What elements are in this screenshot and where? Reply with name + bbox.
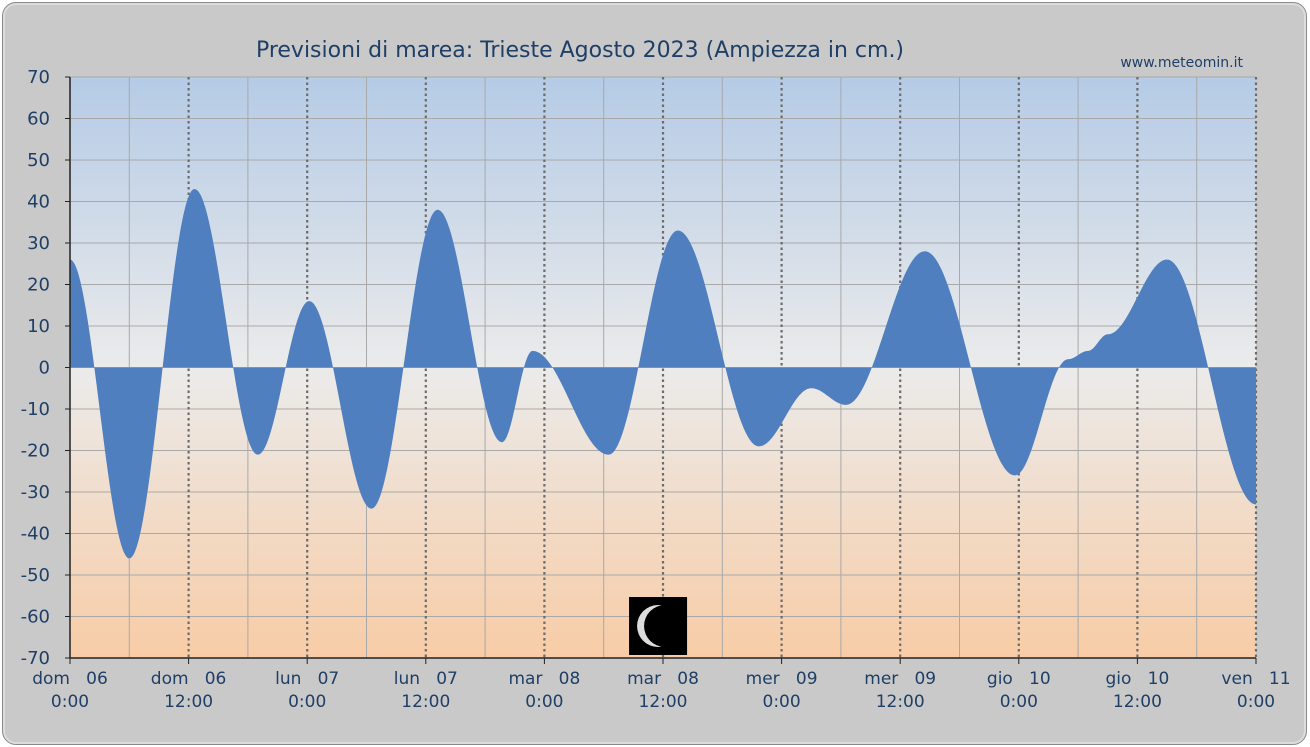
x-tick-day-label: gio 10 — [1106, 669, 1170, 689]
x-tick-day-label: ven 11 — [1221, 669, 1290, 689]
x-tick-day-label: mar 08 — [627, 669, 699, 689]
x-tick-time-label: 0:00 — [1237, 692, 1275, 712]
x-tick-day-label: mer 09 — [746, 669, 818, 689]
x-tick-time-label: 12:00 — [876, 692, 925, 712]
x-axis-ticks: dom 06 0:00 dom 06 12:00 lun 07 0:00 lun 07 12:… — [32, 658, 1291, 712]
x-tick-time-label: 0:00 — [51, 692, 89, 712]
y-tick-label: -50 — [21, 565, 50, 586]
y-tick-label: 70 — [27, 67, 50, 88]
tide-area — [70, 189, 1256, 559]
x-tick-day-label: mer 09 — [864, 669, 936, 689]
x-tick-day-label: dom 06 — [151, 669, 227, 689]
x-tick-time-label: 0:00 — [763, 692, 801, 712]
x-tick-day-label: mar 08 — [508, 669, 580, 689]
x-tick-time-label: 0:00 — [288, 692, 326, 712]
x-tick-time-label: 0:00 — [525, 692, 563, 712]
x-tick-day-label: lun 07 — [394, 669, 458, 689]
y-axis-ticks: 70 60 50 40 30 20 10 0 -10 -20 -30 -40 -50 -60 -70 — [21, 67, 70, 669]
y-tick-label: -10 — [21, 399, 50, 420]
x-tick-day-label: lun 07 — [275, 669, 339, 689]
x-tick-time-label: 0:00 — [1000, 692, 1038, 712]
y-tick-label: 10 — [27, 316, 50, 337]
y-tick-label: 20 — [27, 275, 50, 296]
y-tick-label: -70 — [21, 648, 50, 669]
y-tick-label: -20 — [21, 441, 50, 462]
y-tick-label: -60 — [21, 607, 50, 628]
y-tick-label: 50 — [27, 150, 50, 171]
x-tick-day-label: dom 06 — [32, 669, 108, 689]
y-tick-label: 30 — [27, 233, 50, 254]
x-tick-time-label: 12:00 — [639, 692, 688, 712]
y-tick-label: 60 — [27, 109, 50, 130]
moon-shadow — [644, 605, 687, 647]
x-tick-time-label: 12:00 — [1113, 692, 1162, 712]
moon-phase-icon — [629, 597, 688, 655]
x-tick-day-label: gio 10 — [987, 669, 1051, 689]
y-tick-label: 0 — [39, 358, 50, 379]
chart-title: Previsioni di marea: Trieste Agosto 2023… — [256, 38, 904, 63]
y-tick-label: -30 — [21, 482, 50, 503]
x-tick-time-label: 12:00 — [164, 692, 213, 712]
source-watermark: www.meteomin.it — [1120, 55, 1243, 71]
y-tick-label: 40 — [27, 192, 50, 213]
x-tick-time-label: 12:00 — [401, 692, 450, 712]
y-tick-label: -40 — [21, 524, 50, 545]
